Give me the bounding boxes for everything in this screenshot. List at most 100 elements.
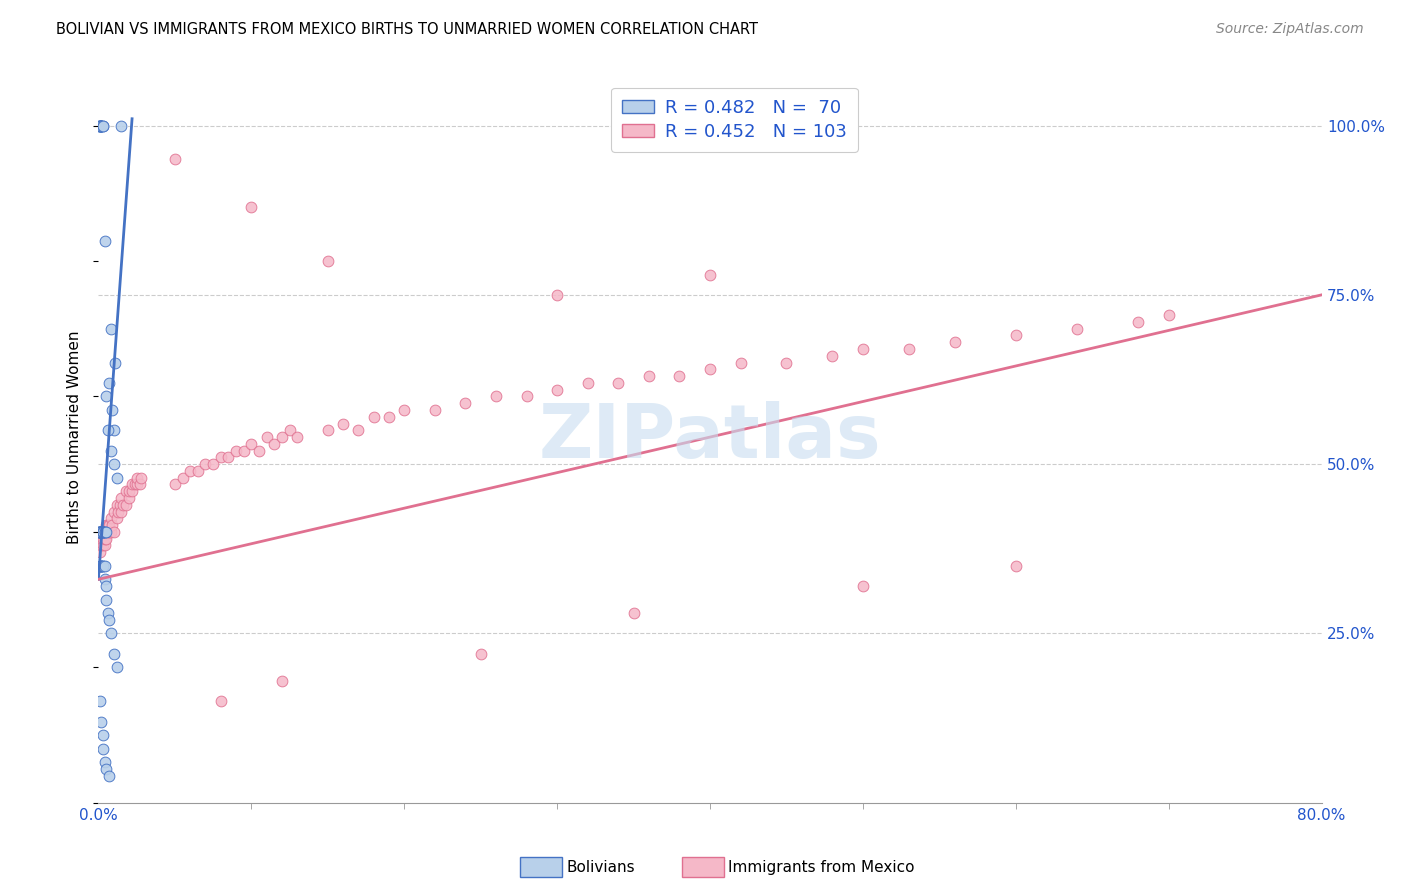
Y-axis label: Births to Unmarried Women: Births to Unmarried Women: [67, 330, 83, 544]
Point: [115, 484, 138, 499]
Point: [97, 518, 120, 533]
Point: [97, 606, 120, 620]
Point: [91, 524, 114, 539]
Text: ZIPatlas: ZIPatlas: [538, 401, 882, 474]
Text: Source: ZipAtlas.com: Source: ZipAtlas.com: [1216, 22, 1364, 37]
Point: [278, 423, 301, 437]
Point: [94, 592, 117, 607]
Point: [821, 349, 844, 363]
Point: [1157, 308, 1180, 322]
Point: [90, 558, 112, 573]
Point: [93, 572, 115, 586]
Point: [423, 403, 446, 417]
Point: [270, 430, 292, 444]
Point: [89, 558, 111, 573]
Point: [209, 694, 232, 708]
Point: [730, 355, 752, 369]
Point: [316, 423, 339, 437]
Point: [94, 524, 117, 539]
Point: [470, 647, 492, 661]
Point: [91, 524, 114, 539]
Point: [98, 769, 121, 783]
Point: [125, 471, 148, 485]
Point: [90, 558, 112, 573]
Point: [90, 524, 112, 539]
Point: [89, 524, 111, 539]
Point: [91, 524, 114, 539]
Point: [89, 524, 111, 539]
Point: [121, 484, 143, 499]
Point: [576, 376, 599, 390]
Point: [1128, 315, 1150, 329]
Text: Bolivians: Bolivians: [567, 860, 636, 874]
Point: [93, 524, 115, 539]
Point: [105, 471, 128, 485]
Point: [943, 335, 966, 350]
Point: [91, 119, 114, 133]
Point: [209, 450, 232, 465]
Point: [91, 119, 114, 133]
Point: [98, 518, 121, 533]
Point: [263, 437, 285, 451]
Point: [1004, 558, 1026, 573]
Text: Immigrants from Mexico: Immigrants from Mexico: [728, 860, 915, 874]
Point: [129, 471, 152, 485]
Point: [118, 484, 141, 499]
Point: [89, 694, 111, 708]
Point: [93, 538, 115, 552]
Point: [270, 673, 292, 688]
Point: [90, 119, 112, 133]
Point: [103, 647, 125, 661]
Point: [98, 376, 121, 390]
Point: [363, 409, 385, 424]
Point: [89, 524, 111, 539]
Point: [90, 119, 112, 133]
Point: [104, 355, 127, 369]
Point: [225, 443, 247, 458]
Point: [115, 498, 138, 512]
Point: [90, 119, 112, 133]
Point: [121, 477, 143, 491]
Point: [100, 524, 122, 539]
Point: [232, 443, 254, 458]
Point: [125, 477, 148, 491]
Point: [89, 532, 111, 546]
Point: [110, 491, 132, 505]
Point: [89, 524, 111, 539]
Point: [240, 437, 263, 451]
Point: [668, 369, 690, 384]
Point: [699, 268, 721, 282]
Point: [172, 471, 194, 485]
Point: [163, 153, 186, 167]
Point: [100, 443, 122, 458]
Point: [90, 119, 112, 133]
Point: [546, 383, 568, 397]
Point: [98, 613, 121, 627]
Point: [378, 409, 401, 424]
Point: [516, 389, 538, 403]
Point: [637, 369, 661, 384]
Point: [94, 518, 117, 533]
Point: [607, 376, 630, 390]
Point: [94, 579, 117, 593]
Point: [90, 714, 112, 729]
Point: [90, 524, 112, 539]
Point: [103, 423, 125, 437]
Point: [852, 579, 875, 593]
Point: [1004, 328, 1026, 343]
Point: [94, 762, 117, 776]
Point: [90, 538, 112, 552]
Point: [111, 498, 134, 512]
Point: [103, 505, 125, 519]
Point: [852, 342, 875, 356]
Point: [247, 443, 270, 458]
Point: [217, 450, 239, 465]
Point: [100, 626, 122, 640]
Point: [90, 558, 112, 573]
Point: [128, 477, 150, 491]
Point: [94, 389, 117, 403]
Point: [118, 491, 141, 505]
Point: [98, 524, 121, 539]
Point: [194, 457, 217, 471]
Point: [89, 119, 111, 133]
